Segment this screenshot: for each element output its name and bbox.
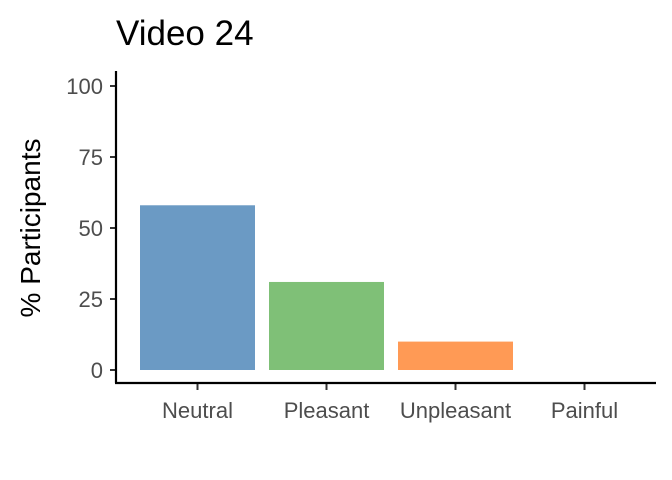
chart-title: Video 24 bbox=[116, 14, 254, 53]
bar-pleasant bbox=[269, 281, 384, 370]
y-tick-label: 75 bbox=[79, 145, 103, 170]
bars bbox=[140, 205, 513, 370]
x-tick-label-neutral: Neutral bbox=[162, 398, 233, 423]
x-tick-label-painful: Painful bbox=[551, 398, 618, 423]
x-tick-label-unpleasant: Unpleasant bbox=[400, 398, 511, 423]
y-tick-label: 50 bbox=[79, 216, 103, 241]
y-tick-label: 100 bbox=[66, 74, 103, 99]
x-tick-label-pleasant: Pleasant bbox=[284, 398, 370, 423]
y-tick-label: 0 bbox=[91, 358, 103, 383]
y-axis-label: % Participants bbox=[15, 139, 46, 318]
bar-neutral bbox=[140, 205, 255, 370]
y-tick-label: 25 bbox=[79, 287, 103, 312]
bar-unpleasant bbox=[398, 341, 513, 370]
y-axis-ticks: 0 25 50 75 100 bbox=[66, 74, 116, 383]
x-axis-ticks: Neutral Pleasant Unpleasant Painful bbox=[162, 383, 618, 423]
